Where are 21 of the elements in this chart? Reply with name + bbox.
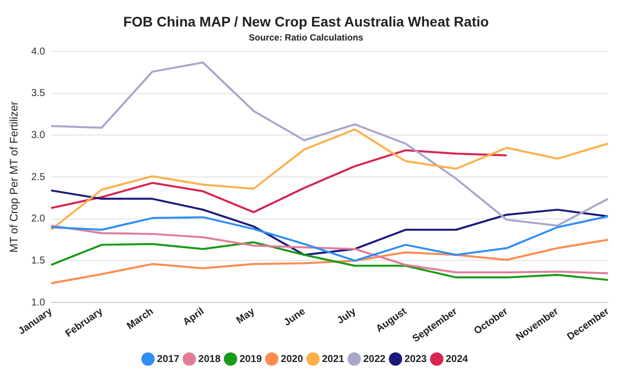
chart-subtitle: Source: Ratio Calculations — [248, 32, 364, 43]
chart-title: FOB China MAP / New Crop East Australia Wheat Ratio — [123, 13, 489, 30]
x-tick-label: July — [335, 306, 359, 327]
legend-label: 2018 — [198, 354, 221, 365]
y-tick-label: 1.5 — [31, 255, 46, 266]
x-tick-label: June — [282, 306, 308, 329]
y-tick-label: 3.0 — [31, 130, 46, 141]
y-tick-label: 4.0 — [31, 46, 46, 58]
y-tick-label: 2.5 — [31, 172, 46, 183]
legend-label: 2024 — [446, 354, 468, 365]
legend-label: 2019 — [240, 354, 262, 365]
y-tick-label: 1.0 — [31, 297, 46, 308]
y-axis-title: MT of Crop Per MT of Fertilizer — [8, 101, 21, 253]
legend-label: 2020 — [280, 354, 304, 365]
legend-label: 2022 — [363, 354, 386, 365]
x-tick-label: May — [234, 306, 258, 326]
legend-label: 2023 — [404, 354, 428, 365]
legend-label: 2017 — [157, 354, 180, 365]
y-tick-label: 2.0 — [31, 214, 46, 225]
legend-label: 2021 — [322, 354, 345, 365]
y-tick-label: 3.5 — [31, 88, 46, 100]
